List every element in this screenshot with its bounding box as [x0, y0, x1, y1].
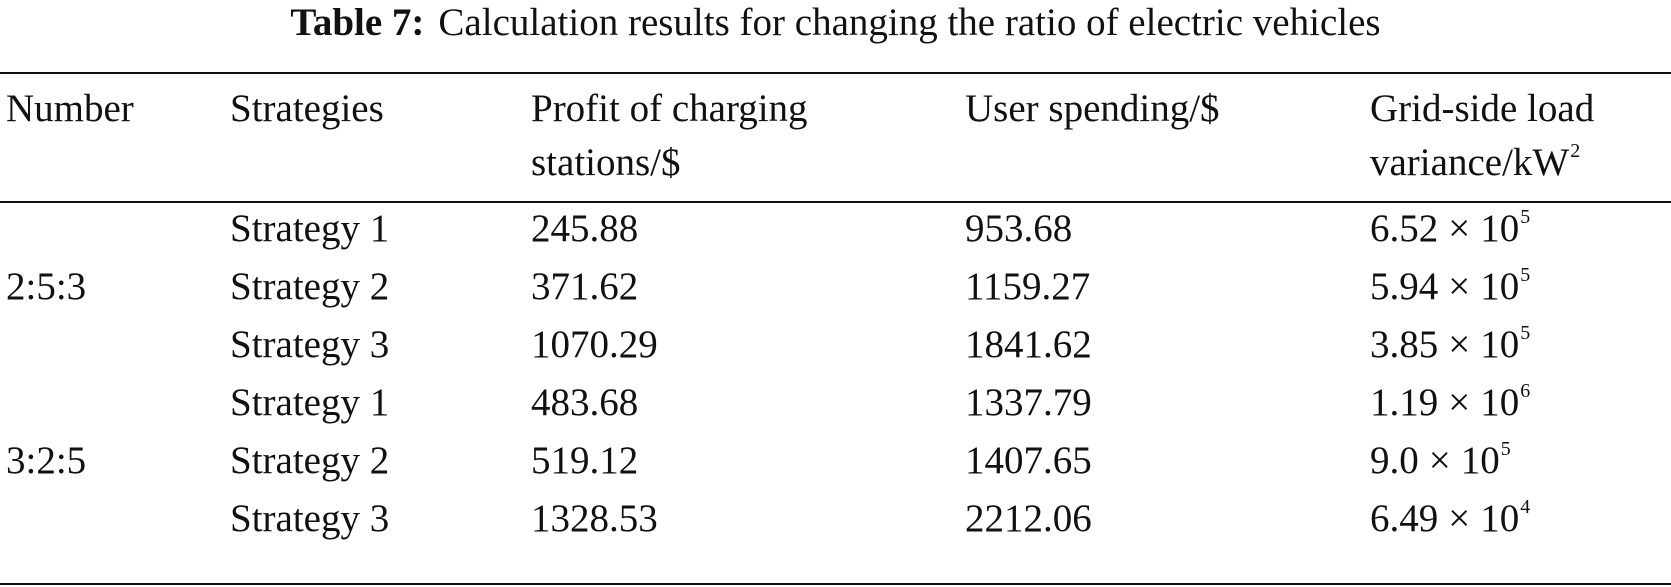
variance-cell: 6.49 × 104	[1370, 494, 1530, 550]
strategy-cell: Strategy 3	[230, 323, 390, 366]
spending-cell: 953.68	[965, 207, 1073, 250]
group-number: 3:2:5	[6, 439, 87, 482]
strategy-cell: Strategy 1	[230, 381, 390, 424]
variance-mantissa: 3.85	[1370, 323, 1439, 366]
variance-base: 10	[1480, 323, 1520, 366]
variance-exponent: 5	[1500, 438, 1511, 460]
variance-exponent: 6	[1520, 380, 1531, 402]
header-variance-line2: variance/kW2	[1370, 138, 1580, 194]
variance-exponent: 4	[1520, 496, 1531, 518]
top-rule	[0, 72, 1671, 74]
table-caption: Table 7: Calculation results for changing…	[0, 0, 1671, 58]
profit-cell: 1070.29	[531, 323, 658, 366]
variance-base: 10	[1480, 265, 1520, 308]
variance-mantissa: 6.49	[1370, 497, 1439, 540]
times-symbol: ×	[1448, 323, 1471, 366]
header-profit-line1: Profit of charging	[531, 87, 808, 130]
variance-mantissa: 6.52	[1370, 207, 1439, 250]
spending-cell: 1337.79	[965, 381, 1092, 424]
variance-cell: 3.85 × 105	[1370, 320, 1530, 376]
variance-exponent: 5	[1520, 264, 1531, 286]
profit-cell: 519.12	[531, 439, 639, 482]
times-symbol: ×	[1428, 439, 1451, 482]
spending-cell: 2212.06	[965, 497, 1092, 540]
strategy-cell: Strategy 3	[230, 497, 390, 540]
spending-cell: 1407.65	[965, 439, 1092, 482]
header-variance-unit: variance/kW	[1370, 141, 1570, 184]
profit-cell: 371.62	[531, 265, 639, 308]
profit-cell: 483.68	[531, 381, 639, 424]
header-strategies: Strategies	[230, 87, 384, 130]
variance-exponent: 5	[1520, 206, 1531, 228]
bottom-rule	[0, 583, 1671, 585]
table-label: Table 7:	[290, 1, 425, 44]
profit-cell: 245.88	[531, 207, 639, 250]
header-number: Number	[6, 87, 134, 130]
variance-base: 10	[1480, 497, 1520, 540]
variance-base: 10	[1480, 207, 1520, 250]
variance-base: 10	[1460, 439, 1500, 482]
variance-mantissa: 1.19	[1370, 381, 1439, 424]
variance-base: 10	[1480, 381, 1520, 424]
variance-exponent: 5	[1520, 322, 1531, 344]
header-variance-exponent: 2	[1570, 140, 1581, 162]
variance-cell: 6.52 × 105	[1370, 204, 1530, 260]
header-profit-line2: stations/$	[531, 141, 681, 184]
variance-cell: 5.94 × 105	[1370, 262, 1530, 318]
profit-cell: 1328.53	[531, 497, 658, 540]
strategy-cell: Strategy 1	[230, 207, 390, 250]
times-symbol: ×	[1448, 497, 1471, 540]
times-symbol: ×	[1448, 207, 1471, 250]
strategy-cell: Strategy 2	[230, 439, 390, 482]
group-number: 2:5:3	[6, 265, 87, 308]
variance-cell: 9.0 × 105	[1370, 436, 1511, 492]
variance-mantissa: 9.0	[1370, 439, 1419, 482]
header-spending: User spending/$	[965, 87, 1220, 130]
variance-cell: 1.19 × 106	[1370, 378, 1530, 434]
strategy-cell: Strategy 2	[230, 265, 390, 308]
header-rule	[0, 201, 1671, 203]
spending-cell: 1159.27	[965, 265, 1091, 308]
variance-mantissa: 5.94	[1370, 265, 1439, 308]
header-variance-line1: Grid-side load	[1370, 87, 1595, 130]
table-title: Calculation results for changing the rat…	[438, 1, 1381, 44]
spending-cell: 1841.62	[965, 323, 1092, 366]
times-symbol: ×	[1448, 265, 1471, 308]
times-symbol: ×	[1448, 381, 1471, 424]
